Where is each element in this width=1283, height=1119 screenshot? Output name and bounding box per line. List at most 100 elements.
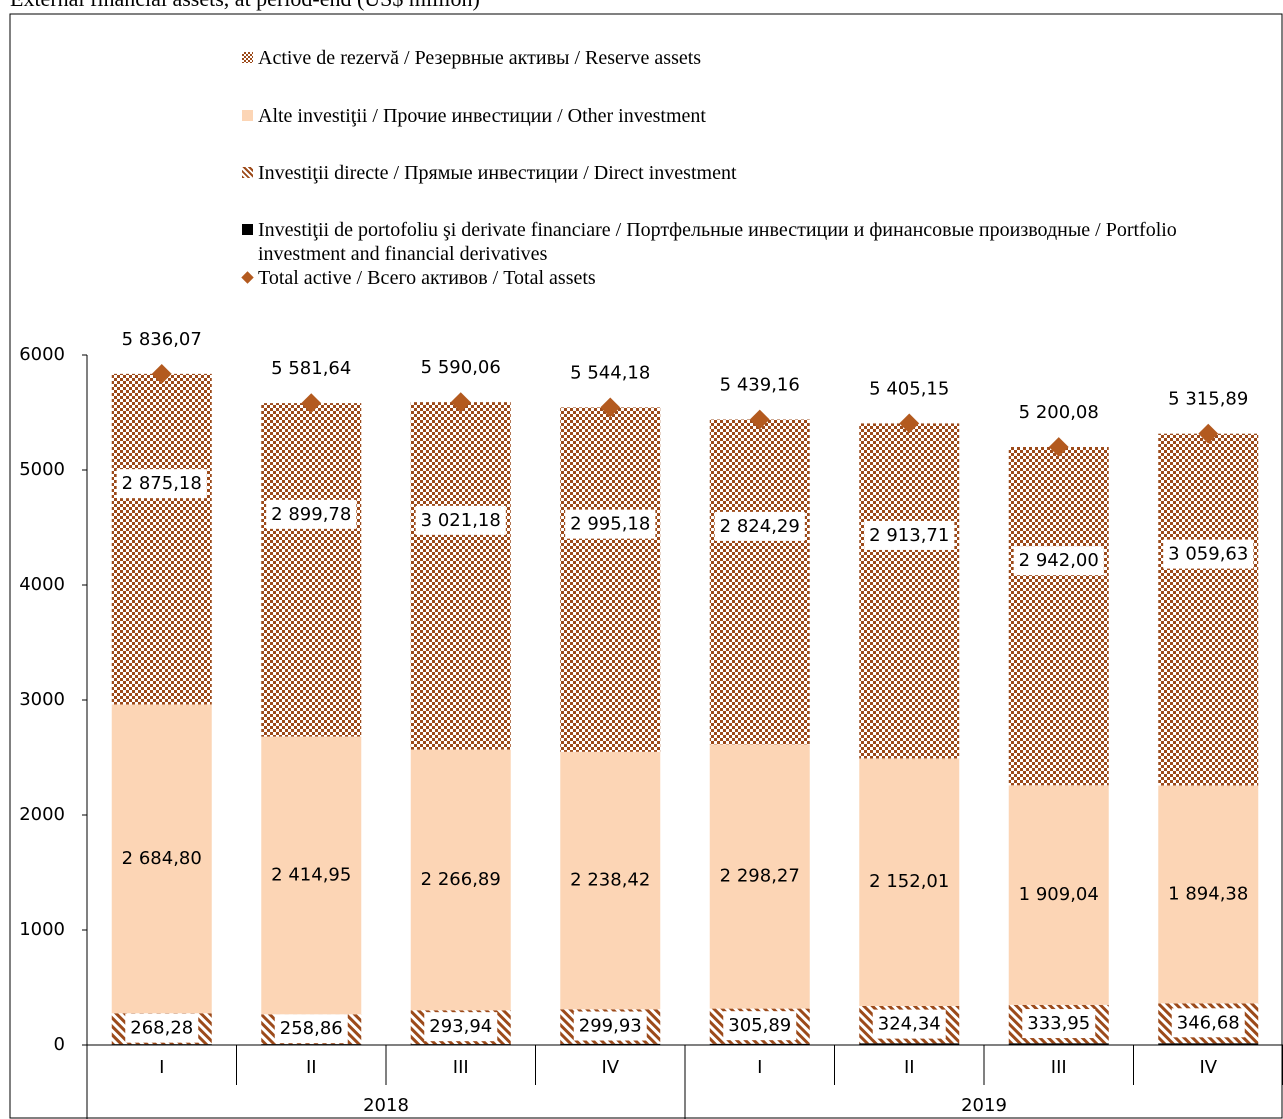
label-box (424, 1012, 498, 1042)
frame (9, 13, 1283, 1119)
label-box (266, 499, 357, 529)
value-label: 299,93 (579, 1016, 642, 1037)
label-box (573, 1011, 647, 1041)
total-label: 5 405,15 (869, 378, 949, 399)
x-tick-label: I (757, 1057, 762, 1078)
bar-segment (709, 1043, 810, 1045)
legend-swatch (242, 52, 253, 63)
bar-segment (261, 403, 362, 737)
bar-segment (111, 1044, 212, 1045)
legend-swatch (241, 271, 254, 284)
label-box (1013, 546, 1104, 576)
group-label: 2019 (961, 1095, 1007, 1116)
bar-segment (261, 1044, 362, 1045)
value-label: 2 942,00 (1019, 550, 1099, 571)
total-label: 5 200,08 (1019, 402, 1099, 423)
value-label: 346,68 (1177, 1012, 1240, 1033)
y-tick-label: 0 (54, 1034, 65, 1055)
value-label: 2 684,80 (122, 848, 202, 869)
value-label: 2 238,42 (570, 870, 650, 891)
y-tick-label: 4000 (19, 574, 65, 595)
label-box (872, 1009, 946, 1039)
y-tick-label: 1000 (19, 919, 65, 940)
y-tick-label: 5000 (19, 459, 65, 480)
label-box (714, 511, 805, 541)
x-tick-label: III (1051, 1057, 1067, 1078)
x-tick-label: IV (601, 1057, 619, 1078)
total-marker (301, 393, 322, 414)
label-box (565, 509, 656, 539)
x-tick-label: IV (1199, 1057, 1217, 1078)
bar-segment (859, 423, 960, 759)
label-box (723, 1011, 797, 1041)
value-label: 333,95 (1027, 1013, 1090, 1034)
total-label: 5 544,18 (570, 362, 650, 383)
legend-label: Total active / Всего активов / Total ass… (258, 267, 596, 289)
legend-label: Investiţii directe / Прямые инвестиции /… (258, 162, 737, 184)
x-tick-label: II (306, 1057, 317, 1078)
bar-segment (111, 704, 212, 1014)
value-label: 3 021,18 (421, 510, 501, 531)
bar-segment (709, 744, 810, 1009)
total-marker (450, 392, 471, 413)
bar-segment (1158, 433, 1259, 786)
value-label: 2 899,78 (271, 504, 351, 525)
value-label: 1 894,38 (1168, 883, 1248, 904)
bar-segment (560, 751, 661, 1010)
legend-item: Investiţii de portofoliu şi derivate fin… (228, 218, 1218, 266)
value-label: 2 875,18 (122, 473, 202, 494)
bar-segment (111, 373, 212, 705)
bar-segment (1158, 785, 1259, 1004)
bar-segment (560, 407, 661, 752)
label-box (864, 520, 955, 550)
bar-segment (709, 419, 810, 745)
value-label: 2 913,71 (869, 525, 949, 546)
legend-item: Investiţii directe / Прямые инвестиции /… (228, 161, 1218, 185)
chart-title: External financial assets, at period-end… (10, 0, 480, 12)
bar-segment (560, 1043, 661, 1045)
total-marker (749, 409, 770, 430)
y-tick-label: 6000 (19, 344, 65, 365)
x-tick-label: III (453, 1057, 469, 1078)
value-label: 293,94 (429, 1016, 492, 1037)
label-box (125, 1013, 199, 1043)
label-box (1163, 539, 1254, 569)
value-label: 1 909,04 (1019, 884, 1099, 905)
value-label: 258,86 (280, 1018, 343, 1039)
bar-segment (410, 402, 511, 750)
total-marker (151, 363, 172, 384)
label-box (1171, 1008, 1245, 1038)
bar-segment (410, 1044, 511, 1045)
legend-swatch (242, 167, 253, 178)
total-label: 5 315,89 (1168, 389, 1248, 410)
legend-item: Active de rezervă / Резервные активы / R… (228, 46, 1218, 70)
bar-segment (859, 1043, 960, 1045)
legend-label: Active de rezervă / Резервные активы / R… (258, 47, 702, 69)
label-box (274, 1014, 348, 1044)
value-label: 2 266,89 (421, 869, 501, 890)
legend-label: Alte investiţii / Прочие инвестиции / Ot… (258, 105, 706, 127)
group-label: 2018 (363, 1095, 409, 1116)
legend-swatch (242, 110, 253, 121)
total-marker (600, 397, 621, 418)
bar-segment (1008, 1043, 1109, 1045)
total-marker (1048, 437, 1069, 457)
total-label: 5 581,64 (271, 358, 351, 379)
y-tick-label: 2000 (19, 804, 65, 825)
total-label: 5 439,16 (720, 374, 800, 395)
bar-segment (1008, 785, 1109, 1005)
bar-segment (1008, 446, 1109, 786)
value-label: 2 824,29 (720, 516, 800, 537)
label-box (415, 505, 506, 535)
legend-swatch (242, 224, 253, 235)
value-label: 3 059,63 (1168, 544, 1248, 565)
value-label: 2 152,01 (869, 871, 949, 892)
x-tick-label: II (904, 1057, 915, 1078)
bar-segment (261, 736, 362, 1015)
value-label: 268,28 (130, 1018, 193, 1039)
bar-segment (859, 758, 960, 1006)
bar-segment (1158, 1043, 1259, 1045)
total-marker (899, 413, 920, 434)
